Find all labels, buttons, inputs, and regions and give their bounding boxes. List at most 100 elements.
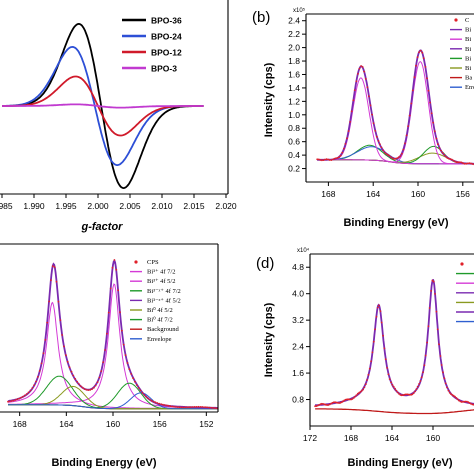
cps-point [346, 398, 348, 401]
cps-point [14, 399, 17, 401]
c-x-tick-label-3: 156 [153, 419, 167, 429]
b-x-tick-label-3: 156 [456, 189, 470, 199]
component-bi3-4f52 [7, 301, 218, 410]
cps-point [98, 376, 101, 379]
x-ticks-a: 1.985 1.990 1.995 2.000 2.005 2.010 2.015 2.020 [0, 194, 237, 211]
cps-point [463, 162, 466, 165]
cps-point [424, 66, 427, 68]
cps-point [451, 158, 453, 161]
cps-point [180, 406, 183, 409]
cps-point [122, 343, 125, 346]
cps-point [18, 397, 21, 400]
cps-point [443, 153, 446, 156]
cps-point [340, 401, 343, 404]
cps-point [387, 373, 390, 376]
cps-point [353, 89, 356, 91]
cps-point [42, 352, 45, 355]
cps-point [154, 401, 157, 404]
ylabel-b: Intensity (cps) [263, 62, 275, 137]
cps-point [379, 143, 381, 146]
cps-point [358, 391, 360, 394]
cps-point [464, 400, 467, 403]
legend-label-0: C [465, 17, 469, 24]
cps-point [404, 393, 407, 396]
legend-swatch-0 [460, 262, 464, 266]
cps-point [93, 386, 95, 389]
component-bix-4f52 [8, 385, 218, 410]
cps-point [456, 398, 459, 401]
legend-label-4: Bi³⁻ˣ⁺ 4f 5/2 [147, 297, 181, 304]
cps-point [422, 371, 424, 374]
cps-point [343, 399, 346, 402]
legend-label-7: Background [147, 326, 180, 333]
cps-point [415, 388, 418, 390]
cps-point [25, 393, 28, 395]
cps-point [178, 406, 181, 409]
xlabel-a: g-factor [81, 221, 124, 233]
cps-point [371, 351, 374, 354]
legend-a: BPO-36 BPO-24 BPO-12 BPO-3 [122, 16, 182, 74]
cps-point [375, 135, 378, 138]
cps-point [7, 400, 9, 403]
cps-point [377, 140, 380, 142]
cps-point [147, 397, 149, 400]
cps-point [378, 304, 380, 307]
cps-point [459, 161, 461, 164]
cps-point [214, 407, 217, 410]
cps-point [420, 376, 423, 379]
cps-point [455, 161, 458, 164]
cps-point [208, 406, 211, 409]
cps-point [391, 157, 394, 160]
cps-point [124, 354, 127, 356]
cps-point [94, 384, 97, 387]
cps-point [360, 65, 362, 67]
cps-point [437, 143, 439, 146]
cps-point [102, 361, 105, 364]
a-x-tick-label-2: 1.995 [55, 201, 77, 211]
cps-point [156, 402, 159, 404]
cps-point [70, 370, 73, 373]
cps-point [355, 394, 358, 396]
cps-point [435, 137, 438, 140]
cps-point [426, 77, 428, 80]
cps-point [371, 113, 373, 116]
cps-point [165, 404, 168, 407]
cps-point [382, 149, 384, 152]
cps-point [173, 405, 176, 408]
cps-point [467, 401, 470, 404]
cps-point [416, 56, 419, 59]
cps-point [364, 77, 367, 80]
cps-point [100, 370, 103, 372]
cps-point [175, 406, 177, 408]
cps-point [402, 148, 405, 151]
cps-point [205, 406, 207, 409]
cps-point [121, 329, 123, 332]
cps-point [432, 280, 435, 283]
cps-point [430, 112, 433, 115]
cps-point [383, 151, 386, 154]
cps-point [364, 383, 367, 386]
cps-point [89, 389, 91, 391]
d-y-tick-label-2: 2.4 [292, 342, 304, 352]
cps-point [332, 401, 335, 404]
cps-point [81, 386, 84, 389]
cps-point [397, 156, 400, 159]
cps-point [195, 406, 198, 408]
cps-point [65, 354, 67, 356]
cps-point [72, 374, 75, 377]
cps-point [458, 399, 460, 402]
cps-point [16, 398, 19, 401]
cps-point [150, 399, 153, 402]
cps-point [12, 399, 15, 402]
cps-point [413, 76, 416, 79]
d-y-tick-label-1: 1.6 [292, 368, 304, 378]
cps-point [33, 384, 35, 386]
cps-point [347, 130, 350, 133]
cps-point [356, 392, 359, 395]
cps-point [440, 149, 442, 152]
cps-point [418, 383, 420, 385]
cps-point [61, 334, 63, 336]
legend-label-2: Bi [465, 36, 471, 43]
cps-point [68, 366, 71, 369]
cps-point [324, 158, 326, 161]
